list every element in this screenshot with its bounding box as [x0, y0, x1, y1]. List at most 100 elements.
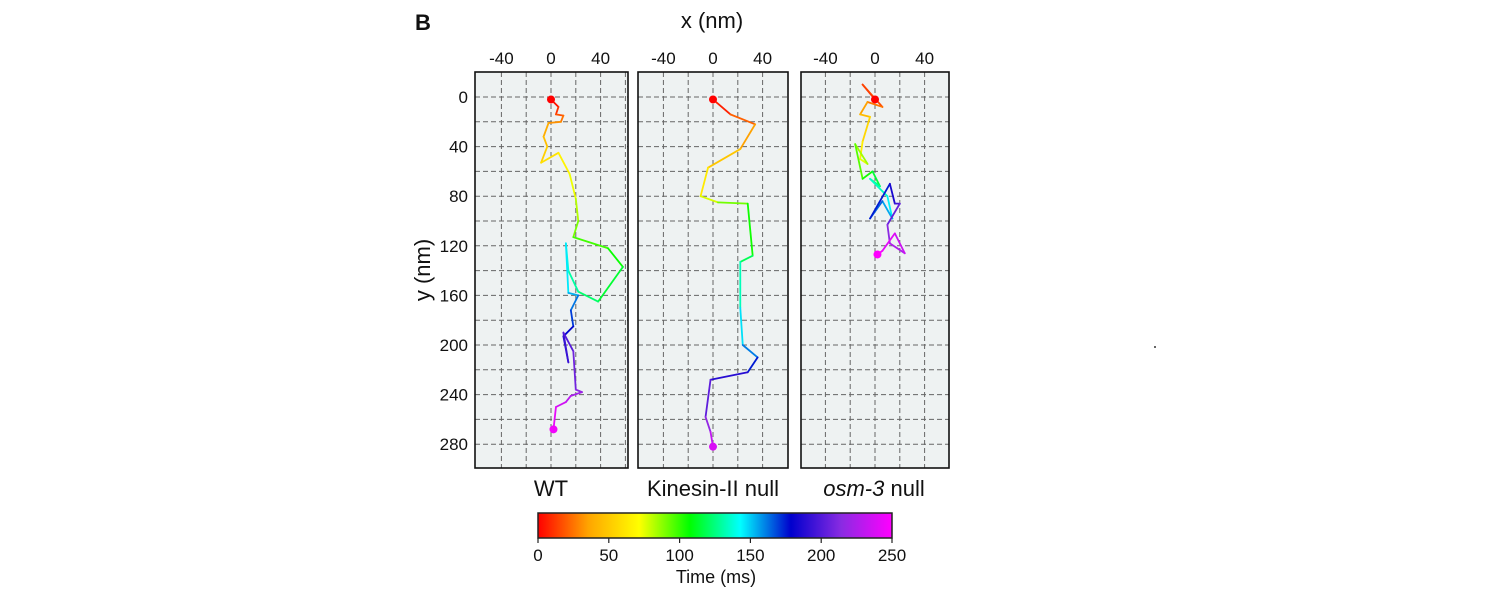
trajectory-segment — [562, 331, 570, 364]
trajectory-segment — [542, 135, 549, 148]
trajectory-segment — [569, 391, 583, 397]
colorbar-title: Time (ms) — [676, 567, 756, 587]
panel-label-kinesin-ii-null: Kinesin-II null — [647, 476, 779, 501]
start-point — [871, 95, 879, 104]
trajectory-segment — [572, 220, 580, 239]
trajectory-segment — [888, 182, 896, 205]
plot-frame — [800, 71, 950, 469]
x-tick-label: 40 — [915, 49, 934, 68]
trajectory-segment — [861, 83, 884, 108]
trajectory-segment — [866, 101, 884, 108]
trajectory-segment — [881, 200, 894, 220]
y-tick-label: 240 — [440, 386, 468, 405]
y-axis-title: y (nm) — [410, 239, 435, 301]
trajectory-segment — [567, 269, 580, 293]
trajectory-segment — [729, 113, 757, 126]
trajectory-segment — [739, 123, 757, 150]
trajectory-segment — [699, 195, 719, 204]
trajectory-segment — [540, 145, 549, 164]
trajectory-segment — [555, 113, 565, 117]
trajectory-segment — [869, 182, 891, 220]
end-point — [549, 425, 558, 434]
colorbar-tick-label: 100 — [665, 546, 693, 565]
trajectory-segment — [699, 166, 709, 198]
panel-wt: -40 0 40 — [474, 49, 629, 469]
y-tick-label: 40 — [449, 138, 468, 157]
trajectory-segment — [704, 416, 712, 433]
x-tick-label: 0 — [870, 49, 879, 68]
panel-letter: B — [415, 10, 431, 35]
trajectory-segment — [886, 202, 901, 226]
grid — [475, 72, 628, 468]
x-tick-label: 0 — [546, 49, 555, 68]
trajectory-segment — [881, 232, 896, 252]
plot-frame — [637, 71, 789, 469]
trajectory-segment — [746, 202, 754, 257]
panel-osm-3-null: -40 0 40 — [800, 49, 950, 469]
trajectory-segment — [888, 242, 906, 255]
y-tick-label: 280 — [440, 435, 468, 454]
trajectory-segment — [707, 148, 742, 169]
end-point — [873, 250, 882, 259]
trajectory-segment — [859, 113, 871, 118]
start-point — [709, 95, 717, 104]
trajectory-wt — [540, 98, 624, 431]
trajectory-segment — [562, 331, 575, 353]
trajectory-segment — [574, 197, 580, 222]
y-tick-label: 0 — [459, 88, 468, 107]
panel-label-osm-3-null: osm-3 null — [823, 476, 924, 501]
start-point — [547, 95, 555, 104]
trajectory-segment — [572, 350, 577, 391]
x-tick-label: 40 — [753, 49, 772, 68]
colorbar-tick-label: 0 — [533, 546, 542, 565]
end-point — [709, 442, 717, 451]
trajectory-segment — [572, 236, 609, 250]
trajectory-segment — [886, 195, 894, 220]
trajectory-segment — [607, 247, 624, 268]
panel-label-wt: WT — [534, 476, 568, 501]
trajectory-segment — [739, 306, 744, 346]
trajectory-segment — [859, 140, 864, 160]
trajectory-segment — [560, 114, 565, 123]
panel-label-osm-3-gene: osm-3 — [823, 476, 885, 501]
trajectory-segment — [557, 151, 571, 175]
y-tick-label: 200 — [440, 336, 468, 355]
panel-label-osm-3-suffix: null — [884, 476, 924, 501]
colorbar — [537, 512, 893, 539]
panel-kinesin-ii-null: -40 0 40 — [637, 49, 789, 469]
trajectory-segment — [854, 143, 864, 180]
y-tick-labels: 0 40 80 120 160 200 240 280 — [440, 88, 468, 454]
trajectory-segment — [893, 232, 906, 255]
plot-frame — [474, 71, 629, 469]
trajectory-segment — [871, 170, 881, 188]
trajectory-segment — [568, 172, 577, 200]
trajectory-segment — [746, 356, 759, 374]
trajectory-segment — [555, 401, 567, 408]
y-tick-label: 160 — [440, 286, 468, 305]
x-tick-label: 0 — [708, 49, 717, 68]
trajectory-kinesin-ii-null — [699, 98, 759, 448]
x-tick-label: 40 — [591, 49, 610, 68]
trajectory-segment — [564, 394, 572, 403]
trajectory-segment — [597, 265, 624, 303]
trajectory-segment — [717, 201, 749, 205]
y-tick-label: 120 — [440, 237, 468, 256]
colorbar-tick-label: 50 — [599, 546, 618, 565]
trajectory-segment — [577, 290, 600, 303]
trajectory-segment — [741, 344, 759, 359]
trajectory-segment — [739, 254, 754, 263]
x-tick-label: -40 — [651, 49, 676, 68]
grid — [801, 72, 949, 468]
trajectory-segment — [555, 106, 560, 116]
y-tick-label: 80 — [449, 187, 468, 206]
trajectory-segment — [542, 122, 550, 138]
x-tick-label: -40 — [489, 49, 514, 68]
trajectory-segment — [861, 115, 871, 143]
trajectory-segment — [567, 292, 580, 297]
colorbar-tick-label: 200 — [807, 546, 835, 565]
stray-dot — [1154, 346, 1156, 348]
trajectory-segment — [854, 143, 869, 165]
trajectory-segment — [704, 378, 712, 418]
trajectory-segment — [564, 242, 570, 294]
trajectory-segment — [859, 101, 869, 116]
